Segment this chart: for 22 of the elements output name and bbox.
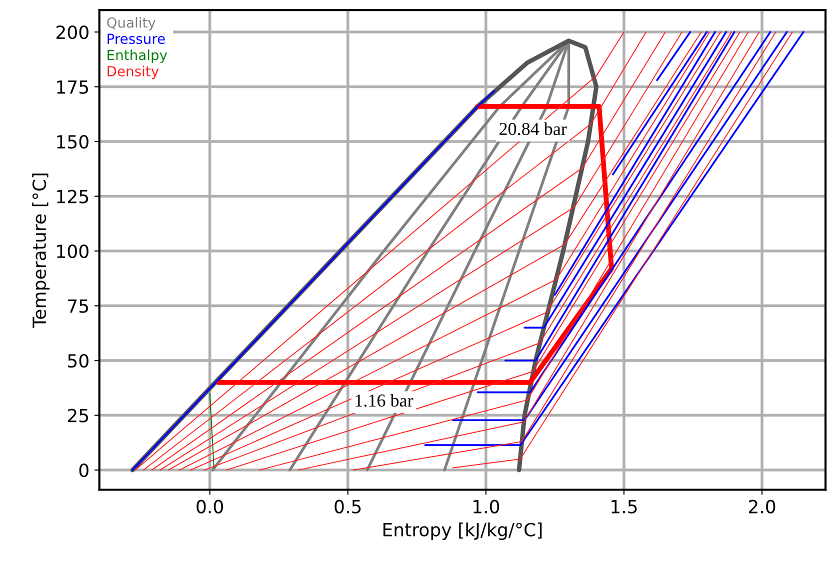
x-axis-title: Entropy [kJ/kg/°C] xyxy=(383,522,542,540)
text: Enthalpy xyxy=(108,49,168,63)
y-tick-label: 0 xyxy=(79,464,88,478)
x-tick-label: 1.5 xyxy=(612,500,637,514)
x-tick-label: 0.0 xyxy=(196,500,223,514)
annotation: 20.84 bar xyxy=(500,122,567,136)
y-tick-label: 25 xyxy=(68,408,88,422)
text: Quality xyxy=(107,17,156,30)
x-tick-label: 0.5 xyxy=(334,500,361,514)
text: Density xyxy=(108,66,159,80)
y-tick-label: 125 xyxy=(57,190,88,204)
y-tick-label: 50 xyxy=(68,354,88,368)
y-tick-label: 75 xyxy=(68,299,88,313)
y-tick-label: 150 xyxy=(57,134,88,149)
text: Pressure xyxy=(108,34,165,44)
x-tick-label: 2.0 xyxy=(748,500,776,514)
y-tick-label: 175 xyxy=(57,80,88,94)
y-tick-label: 100 xyxy=(57,244,88,258)
x-tick-label: 1.0 xyxy=(474,500,500,514)
annotation: 1.16 bar xyxy=(356,394,414,407)
y-axis-title: Temperature [°C] xyxy=(32,174,50,328)
y-tick-label: 200 xyxy=(56,25,88,40)
